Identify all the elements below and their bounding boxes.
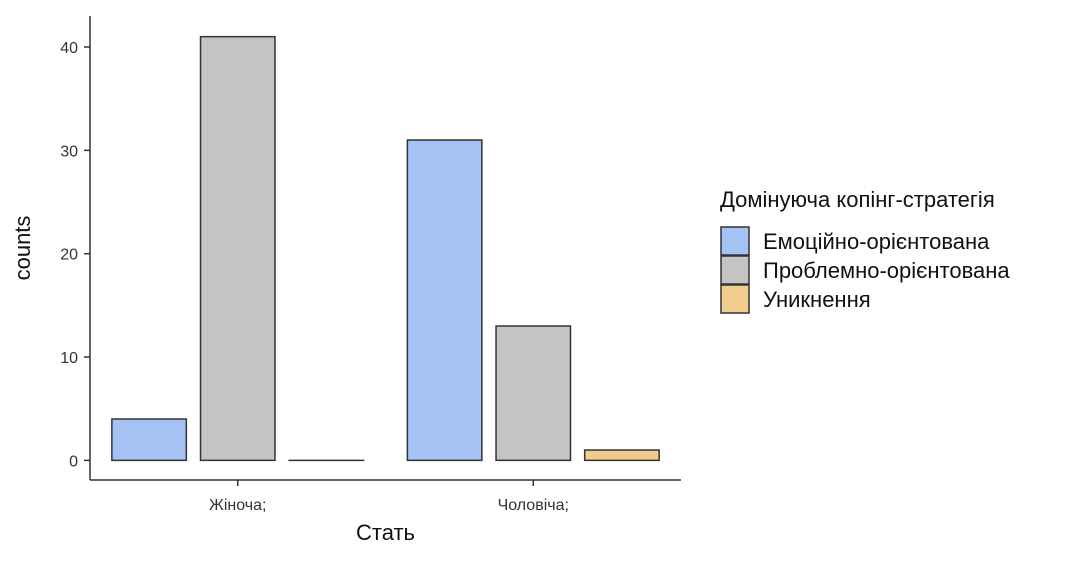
- y-tick-label: 10: [60, 350, 78, 367]
- bars: [111, 35, 660, 462]
- y-tick-label: 30: [60, 143, 78, 160]
- bar: [111, 418, 188, 462]
- axes: [89, 16, 681, 481]
- x-axis-title: Стать: [356, 520, 415, 545]
- bar: [495, 325, 572, 462]
- y-tick-label: 40: [60, 40, 78, 57]
- bar: [583, 449, 660, 462]
- legend-title: Домінуюча копінг-стратегія: [720, 187, 995, 212]
- y-tick-label: 0: [69, 453, 78, 470]
- legend: Домінуюча копінг-стратегія Емоційно-оріє…: [720, 187, 1010, 314]
- legend-label: Проблемно-орієнтована: [763, 258, 1010, 283]
- ticks: 0 10 20 30 40 Жіноча; Чоловіча;: [60, 40, 569, 514]
- legend-key: [720, 255, 750, 285]
- x-tick-label: Жіноча;: [209, 497, 266, 514]
- legend-label: Емоційно-орієнтована: [763, 229, 990, 254]
- x-tick-label: Чоловіча;: [498, 497, 569, 514]
- legend-key: [720, 226, 750, 256]
- legend-key: [720, 284, 750, 314]
- bar: [199, 35, 276, 462]
- y-axis-title: counts: [10, 216, 35, 281]
- bar: [406, 139, 483, 462]
- legend-label: Уникнення: [763, 287, 871, 312]
- y-tick-label: 20: [60, 247, 78, 264]
